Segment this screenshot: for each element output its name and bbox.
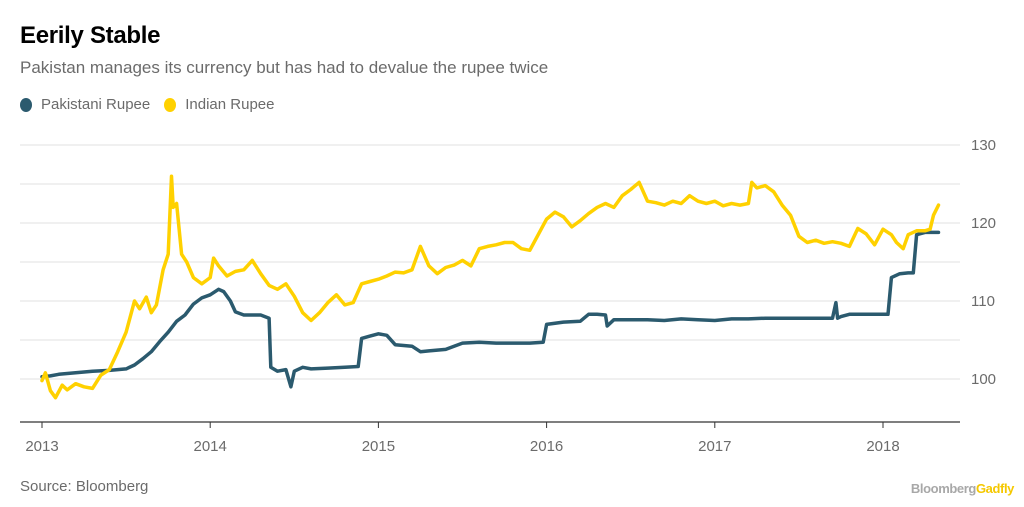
brand-logo: BloombergGadfly [911,481,1014,496]
y-tick-label-110: 110 [971,293,995,310]
chart-subtitle: Pakistan manages its currency but has ha… [20,58,549,77]
y-tick-label-100: 100 [971,371,996,388]
brand-bloomberg: Bloomberg [910,481,976,496]
legend-swatch-indian-rupee [164,97,177,112]
legend-label-indian-rupee: Indian Rupee [185,96,275,113]
gridlines [20,144,960,380]
legend-label-pakistani-rupee: Pakistani Rupee [41,96,151,113]
legend-item-indian-rupee: Indian Rupee [164,96,274,113]
x-tick-label-2018: 2018 [866,438,899,455]
legend-item-pakistani-rupee: Pakistani Rupee [20,96,150,113]
y-tick-label-130: 130 [971,137,996,154]
x-axis: 2013 2014 2015 2016 2017 2018 [20,421,960,455]
x-tick-label-2014: 2014 [194,438,227,455]
brand-gadfly: Gadfly [975,481,1014,496]
legend: Pakistani Rupee Indian Rupee [20,96,288,113]
x-tick-label-2015: 2015 [362,438,395,455]
x-tick-label-2016: 2016 [530,438,563,455]
x-tick-label-2017: 2017 [698,438,731,455]
source-note: Source: Bloomberg [20,478,149,495]
x-tick-label-2013: 2013 [25,438,58,455]
series-lines [40,174,941,400]
series-line-indian-rupee [40,174,941,400]
y-axis-labels: 100 110 120 130 [971,137,996,388]
series-line-pakistani-rupee [40,230,941,389]
chart-title: Eerily Stable [20,22,161,49]
legend-swatch-pakistani-rupee [20,97,32,112]
y-tick-label-120: 120 [971,215,996,232]
